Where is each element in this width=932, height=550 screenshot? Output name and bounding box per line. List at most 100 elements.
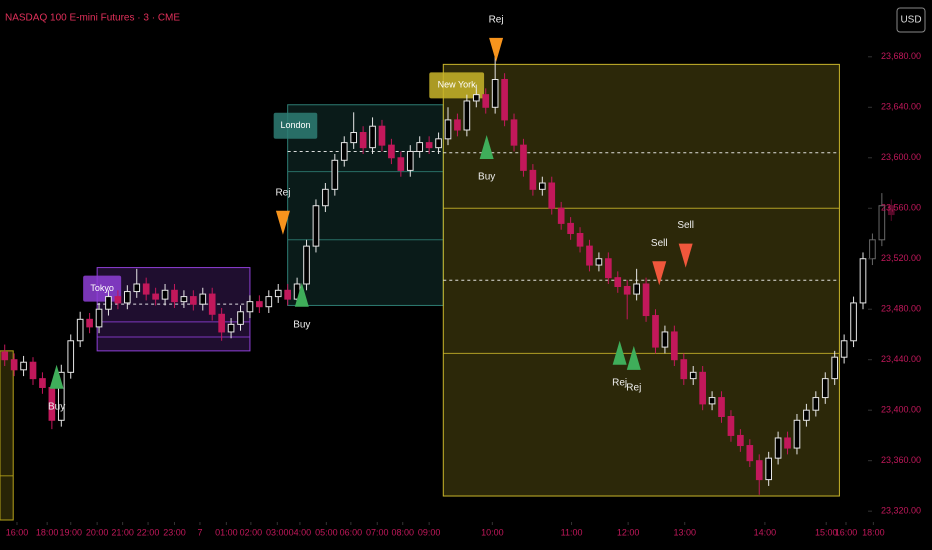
- signal-marker: [626, 345, 641, 370]
- signal-marker: [479, 135, 494, 160]
- candle-body: [444, 119, 452, 140]
- candle-body: [425, 142, 433, 149]
- candle-body: [57, 371, 65, 421]
- candle-body: [256, 301, 263, 308]
- candle-body: [576, 232, 584, 247]
- candle-body: [605, 258, 612, 279]
- x-tick-label: 01:00: [215, 527, 238, 537]
- x-tick-label: 06:00: [340, 527, 363, 537]
- candle-body: [171, 289, 178, 303]
- candle-body: [180, 296, 188, 303]
- candle-body: [152, 293, 159, 300]
- price-axis-bg: [868, 40, 932, 520]
- candle-body: [20, 361, 27, 371]
- x-tick-label: 04:00: [289, 527, 312, 537]
- signal-marker: [489, 37, 504, 62]
- session-label: New York: [438, 80, 477, 90]
- candle-body: [208, 293, 216, 315]
- signal-marker: [275, 210, 290, 235]
- candle-body: [95, 308, 103, 328]
- candle-body: [114, 296, 122, 304]
- candle-body: [29, 361, 37, 380]
- y-tick-label: 23,320.00: [881, 506, 921, 516]
- candle-body: [67, 340, 75, 373]
- candle-body: [416, 142, 424, 152]
- candle-body: [623, 286, 631, 295]
- candle-body: [586, 245, 593, 266]
- candle-body: [142, 283, 150, 295]
- candle-body: [548, 182, 556, 209]
- candle-body: [359, 132, 367, 149]
- x-tick-label: 23:00: [163, 527, 186, 537]
- signal-label: Buy: [48, 401, 65, 412]
- candle-body: [133, 283, 141, 293]
- candle-body: [227, 323, 235, 333]
- x-tick-label: 02:00: [240, 527, 263, 537]
- candle-body: [39, 378, 46, 388]
- candle-body: [831, 356, 839, 380]
- x-tick-label: 19:00: [59, 527, 82, 537]
- currency-box[interactable]: [896, 7, 926, 33]
- candle-body: [406, 150, 414, 171]
- candle-body: [472, 94, 480, 102]
- candle-body: [218, 313, 225, 333]
- candle-body: [463, 100, 471, 131]
- y-tick-label: 23,560.00: [881, 203, 921, 213]
- currency[interactable]: USD: [900, 15, 921, 26]
- y-tick-label: 23,640.00: [881, 102, 921, 112]
- candle-body: [105, 296, 112, 310]
- x-tick-label: 15:00: [815, 527, 838, 537]
- candle-body: [774, 437, 782, 459]
- session-box: [0, 350, 14, 521]
- candle-body: [793, 419, 801, 449]
- candle-body: [284, 289, 291, 300]
- x-tick-label: 08:00: [391, 527, 414, 537]
- signal-marker: [678, 243, 693, 268]
- candle-body: [680, 359, 688, 380]
- candle-body: [755, 460, 763, 481]
- candle-body: [161, 289, 169, 300]
- candle-body: [369, 125, 376, 149]
- y-tick-label: 23,440.00: [881, 354, 921, 364]
- session-label: Tokyo: [90, 283, 114, 293]
- y-tick-label: 23,400.00: [881, 405, 921, 415]
- candle-body: [850, 302, 857, 342]
- candle-body: [821, 378, 829, 399]
- candle-body: [378, 125, 386, 146]
- candle-body: [322, 188, 329, 207]
- x-tick-label: 22:00: [137, 527, 160, 537]
- signal-marker: [294, 282, 309, 307]
- candle-body: [633, 283, 640, 295]
- candle-body: [501, 79, 508, 121]
- candle-body: [1, 351, 9, 361]
- candle-body: [689, 371, 697, 380]
- session-label-box: [429, 72, 485, 99]
- candle-body: [123, 291, 131, 304]
- candle-body: [86, 318, 93, 328]
- candle-body: [482, 94, 490, 108]
- session-label: London: [280, 120, 310, 130]
- session-label-box: [83, 275, 122, 302]
- candle-body: [652, 315, 659, 348]
- candle-body: [265, 296, 273, 308]
- candle-body: [803, 409, 810, 421]
- candle-body: [76, 318, 84, 342]
- session-label-box: [273, 112, 318, 139]
- y-tick-label: 23,520.00: [881, 253, 921, 263]
- signal-marker: [612, 340, 627, 365]
- candle-body: [491, 79, 499, 108]
- candle-body: [237, 311, 244, 325]
- x-tick-label: 12:00: [617, 527, 640, 537]
- y-tick-label: 23,480.00: [881, 304, 921, 314]
- candle-body: [642, 283, 650, 317]
- signal-label: Sell: [677, 220, 694, 231]
- signal-label: Rej: [612, 377, 627, 388]
- candle-body: [614, 277, 622, 288]
- candle-body: [388, 144, 395, 159]
- x-tick-label: 07:00: [366, 527, 389, 537]
- candle-body: [312, 205, 320, 247]
- x-tick-label: 16:00: [6, 527, 29, 537]
